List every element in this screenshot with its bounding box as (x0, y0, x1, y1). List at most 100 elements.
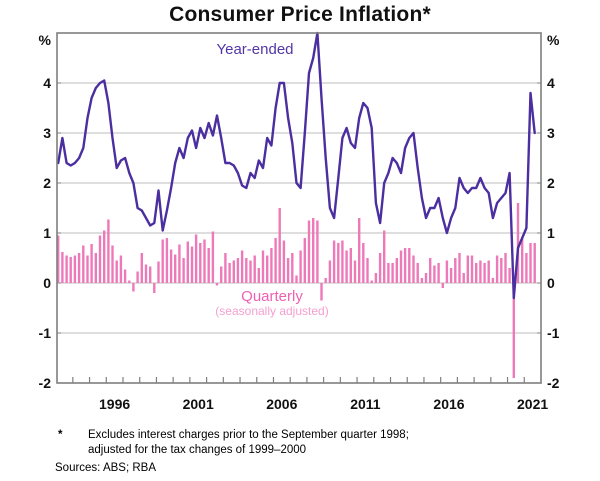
quarterly-bar (491, 278, 495, 283)
footnote-line2: adjusted for the tax changes of 1999–200… (88, 443, 307, 456)
quarterly-bar (203, 239, 206, 283)
y-tick-label-right: 1 (547, 225, 555, 241)
quarterly-bar (178, 244, 181, 283)
plot-frame (56, 32, 542, 384)
x-tick-label: 1996 (99, 396, 130, 412)
quarterly-bar (495, 255, 499, 283)
y-tick-label-left: 4 (43, 75, 51, 91)
quarterly-bar (487, 260, 490, 283)
quarterly-bar (90, 244, 93, 283)
quarterly-bar (345, 250, 348, 283)
quarterly-bar (149, 266, 152, 283)
quarterly-bar (349, 248, 352, 283)
quarterly-bar (374, 273, 378, 283)
y-axis-unit-right: % (547, 32, 560, 48)
quarterly-bar (332, 240, 336, 283)
quarterly-bar (370, 280, 373, 283)
y-tick-label-left: 1 (43, 225, 51, 241)
quarterly-bar (236, 258, 240, 283)
quarterly-bar (362, 243, 365, 283)
seasonally-adjusted-label: (seasonally adjusted) (215, 304, 329, 318)
quarterly-bar (529, 243, 532, 283)
quarterly-bar (521, 238, 524, 283)
y-tick-label-right: 3 (547, 125, 555, 141)
quarterly-bar (194, 234, 198, 283)
quarterly-bar (353, 260, 357, 283)
quarterly-bar (316, 220, 319, 283)
quarterly-bar (429, 258, 432, 283)
quarterly-bar (132, 283, 135, 292)
x-tick-label: 2011 (350, 396, 381, 412)
quarterly-bar (165, 238, 169, 283)
quarterly-series-label: Quarterly (241, 288, 303, 305)
quarterly-bar (266, 255, 269, 283)
quarterly-bar (403, 248, 407, 283)
quarterly-bar (174, 254, 177, 283)
quarterly-bar (378, 253, 382, 283)
footnote-line1: Excludes interest charges prior to the S… (88, 429, 409, 441)
quarterly-bar (328, 260, 332, 283)
quarterly-bar (249, 260, 252, 283)
quarterly-bar (441, 283, 444, 288)
quarterly-bar (291, 253, 294, 283)
quarterly-bar (504, 253, 507, 283)
quarterly-bar (449, 268, 453, 283)
y-tick-label-right: 2 (547, 175, 555, 191)
quarterly-bar (433, 265, 436, 283)
quarterly-bar (475, 263, 478, 283)
quarterly-bar (295, 275, 298, 283)
quarterly-bar (224, 253, 227, 283)
quarterly-bar (525, 253, 528, 283)
quarterly-bar (366, 258, 369, 283)
sources-text: Sources: ABS; RBA (55, 462, 156, 474)
y-tick-label-left: 0 (43, 275, 51, 291)
quarterly-bar (107, 219, 110, 283)
quarterly-bar (408, 248, 411, 283)
quarterly-bar (119, 255, 123, 283)
y-tick-label-left: -1 (39, 325, 52, 341)
quarterly-bar (69, 257, 72, 283)
quarterly-bar (399, 250, 403, 283)
quarterly-bar (454, 258, 457, 283)
y-tick-label-left: -2 (39, 375, 52, 391)
quarterly-bar (437, 263, 440, 283)
quarterly-bar (312, 218, 315, 283)
quarterly-bar (253, 255, 256, 283)
quarterly-bar (123, 269, 127, 283)
y-axis-labels: 4 4 3 3 2 2 1 1 0 0 -1 -1 -2 -2%% (39, 32, 560, 391)
y-tick-label-right: -2 (547, 375, 560, 391)
quarterly-bar (383, 230, 386, 283)
quarterly-bar (73, 255, 77, 283)
year-ended-series-label: Year-ended (216, 41, 294, 58)
x-axis-ticks (72, 377, 525, 383)
quarterly-bar (466, 255, 469, 283)
quarterly-bar (282, 240, 286, 283)
quarterly-bar (169, 249, 173, 283)
x-tick-label: 2001 (183, 396, 214, 412)
quarterly-bar (470, 255, 474, 283)
quarterly-bar (86, 255, 89, 283)
quarterly-bar (94, 253, 97, 283)
quarterly-bar (161, 239, 164, 283)
quarterly-bar (508, 268, 511, 283)
quarterly-bar (391, 263, 394, 283)
gridlines (57, 82, 541, 384)
y-axis-unit-left: % (39, 32, 52, 48)
quarterly-bar (483, 263, 486, 283)
footnote: * Excludes interest charges prior to the… (58, 428, 528, 457)
quarterly-bar (286, 258, 290, 283)
quarterly-bar (500, 258, 503, 283)
quarterly-bar (516, 203, 520, 283)
quarterly-bar (341, 240, 344, 283)
x-tick-label: 2006 (266, 396, 297, 412)
quarterly-bar (111, 245, 114, 283)
quarterly-bar (77, 253, 81, 283)
quarterly-bar (57, 235, 60, 283)
quarterly-bar (270, 248, 273, 283)
quarterly-bar (299, 250, 302, 283)
quarterly-bar (61, 252, 64, 283)
y-tick-label-left: 2 (43, 175, 51, 191)
quarterly-bar (228, 263, 231, 283)
